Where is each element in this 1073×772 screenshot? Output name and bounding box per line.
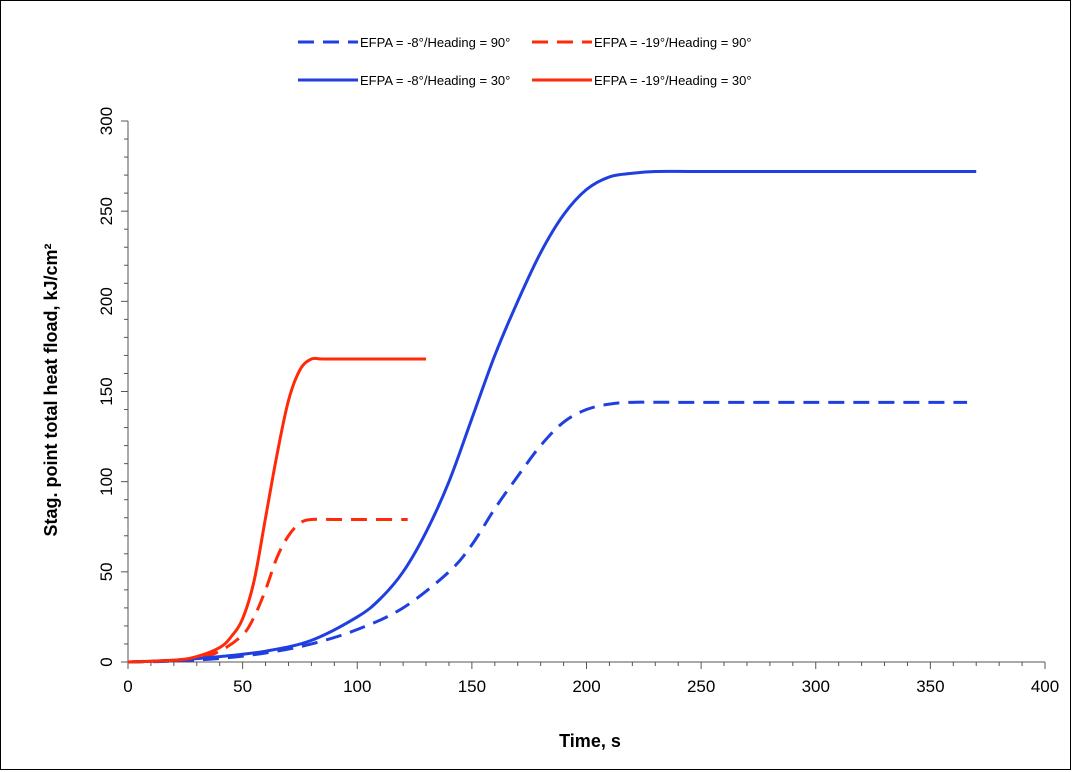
x-tick-label: 50 bbox=[233, 677, 252, 696]
y-axis-title: Stag. point total heat fload, kJ/cm² bbox=[41, 243, 61, 536]
series-layer bbox=[127, 169, 977, 664]
y-tick-label: 250 bbox=[97, 197, 116, 225]
x-tick-label: 300 bbox=[802, 677, 830, 696]
x-tick-label: 200 bbox=[572, 677, 600, 696]
y-tick-label: 0 bbox=[97, 657, 116, 666]
x-tick-label: 250 bbox=[687, 677, 715, 696]
x-axis-title: Time, s bbox=[559, 731, 621, 751]
y-tick-label: 50 bbox=[97, 562, 116, 581]
y-tick-label: 150 bbox=[97, 377, 116, 405]
x-tick-label: 150 bbox=[458, 677, 486, 696]
y-tick-label: 200 bbox=[97, 287, 116, 315]
y-tick-label: 300 bbox=[97, 107, 116, 135]
legend: EFPA = -8°/Heading = 90° EFPA = -19°/Head… bbox=[298, 35, 752, 88]
series-line-4 bbox=[127, 356, 427, 664]
series-line-3 bbox=[127, 169, 977, 664]
x-tick-label: 100 bbox=[343, 677, 371, 696]
legend-label-2: EFPA = -19°/Heading = 90° bbox=[594, 35, 752, 50]
x-tick-label: 400 bbox=[1031, 677, 1059, 696]
legend-label-1: EFPA = -8°/Heading = 90° bbox=[360, 35, 510, 50]
series-line-1 bbox=[127, 400, 968, 664]
legend-label-3: EFPA = -8°/Heading = 30° bbox=[360, 73, 510, 88]
x-tick-label: 0 bbox=[123, 677, 132, 696]
x-tick-label: 350 bbox=[916, 677, 944, 696]
series-line-2 bbox=[127, 517, 408, 664]
y-tick-label: 100 bbox=[97, 467, 116, 495]
axes: 0 50 100 150 200 250 300 350 400 0 50 100 150 200 250 3… bbox=[97, 107, 1059, 696]
legend-label-4: EFPA = -19°/Heading = 30° bbox=[594, 73, 752, 88]
